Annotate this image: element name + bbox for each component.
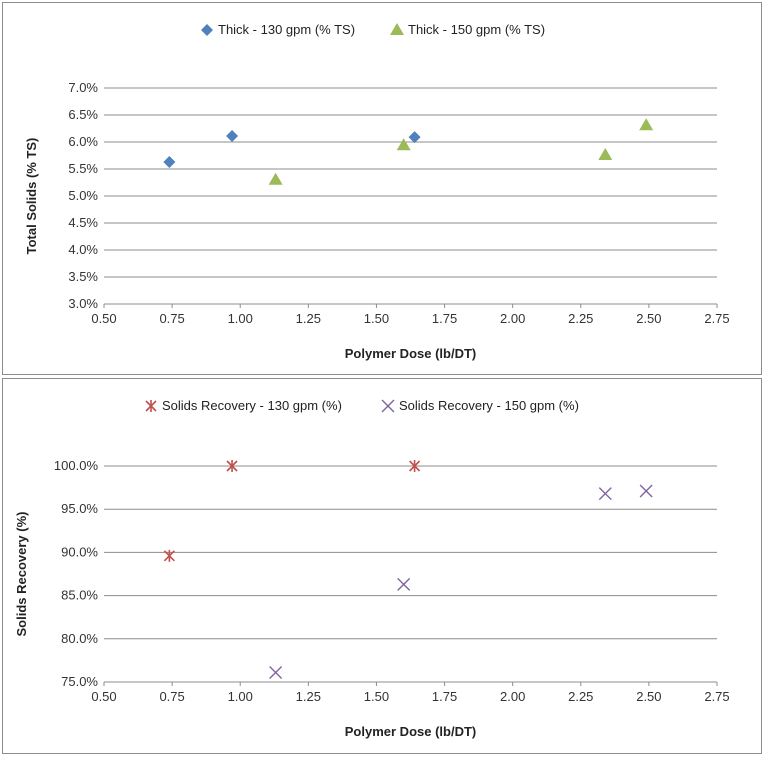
x-axis-title: Polymer Dose (lb/DT) (345, 346, 476, 361)
data-point-stroke (598, 487, 612, 501)
x-tick-label: 0.50 (91, 689, 116, 704)
x-tick-label: 2.50 (636, 311, 661, 326)
data-point (269, 666, 283, 679)
legend-label: Solids Recovery - 130 gpm (%) (162, 398, 342, 413)
x-tick-label: 2.00 (500, 311, 525, 326)
x-tick-label: 2.75 (704, 689, 729, 704)
y-tick-label: 5.5% (68, 161, 98, 176)
y-tick-label: 95.0% (61, 501, 98, 516)
y-tick-label: 6.0% (68, 134, 98, 149)
total-solids-chart: 3.0% 3.5% 4.0% 4.5% 5.0% 5.5% 6.0% 6.5% 7.0% 0.50… (24, 22, 730, 361)
series-1 (163, 460, 421, 562)
chart-panel-total-solids: 3.0% 3.5% 4.0% 4.5% 5.0% 5.5% 6.0% 6.5% 7.0% 0.50… (2, 2, 762, 375)
legend-label: Thick - 130 gpm (% TS) (218, 22, 355, 37)
data-point (598, 487, 612, 501)
y-axis-title: Total Solids (% TS) (24, 138, 39, 255)
data-point (163, 549, 175, 562)
x-tick-label: 0.50 (91, 311, 116, 326)
x-tick-label: 1.25 (296, 689, 321, 704)
y-tick-label: 4.5% (68, 215, 98, 230)
data-point (268, 172, 283, 185)
data-point (163, 155, 176, 168)
data-point (639, 118, 654, 131)
x-axis-title: Polymer Dose (lb/DT) (345, 724, 476, 739)
x-tick-label: 2.25 (568, 689, 593, 704)
x-tick-label: 1.50 (364, 311, 389, 326)
legend-marker (381, 399, 395, 413)
y-tick-label: 5.0% (68, 188, 98, 203)
y-axis-title: Solids Recovery (%) (14, 512, 29, 637)
solids-recovery-chart: 75.0% 80.0% 85.0% 90.0% 95.0% 100.0% 0.50 0.75 1… (14, 398, 730, 739)
data-point-stroke (397, 577, 411, 591)
y-tick-label: 7.0% (68, 80, 98, 95)
data-point (639, 484, 653, 498)
y-tick-label: 75.0% (61, 674, 98, 689)
data-point (396, 138, 411, 151)
data-point (226, 460, 238, 472)
data-point (408, 131, 421, 144)
legend-marker (390, 23, 404, 35)
legend-marker (201, 24, 213, 36)
x-tick-label: 1.75 (432, 311, 457, 326)
series-2 (269, 484, 653, 679)
series-2 (268, 118, 654, 185)
y-tick-label: 6.5% (68, 107, 98, 122)
y-tick-label: 85.0% (61, 588, 98, 603)
x-tick-label: 1.00 (228, 689, 253, 704)
chart-panel-solids-recovery: 75.0% 80.0% 85.0% 90.0% 95.0% 100.0% 0.50 0.75 1… (2, 378, 762, 754)
y-tick-label: 3.0% (68, 296, 98, 311)
legend-label: Solids Recovery - 150 gpm (%) (399, 398, 579, 413)
legend-label: Thick - 150 gpm (% TS) (408, 22, 545, 37)
data-point (397, 577, 411, 591)
data-point-stroke (639, 484, 653, 498)
legend-marker-stroke (381, 399, 395, 413)
y-tick-label: 100.0% (54, 458, 99, 473)
x-tick-label: 2.50 (636, 689, 661, 704)
x-tick-label: 1.50 (364, 689, 389, 704)
y-tick-label: 80.0% (61, 631, 98, 646)
data-point (598, 147, 613, 160)
x-tick-label: 1.75 (432, 689, 457, 704)
x-tick-label: 0.75 (159, 311, 184, 326)
data-point-stroke (269, 666, 283, 679)
x-tick-label: 0.75 (159, 689, 184, 704)
y-tick-label: 4.0% (68, 242, 98, 257)
x-tick-label: 2.25 (568, 311, 593, 326)
y-tick-label: 90.0% (61, 544, 98, 559)
x-tick-label: 1.25 (296, 311, 321, 326)
x-tick-label: 2.75 (704, 311, 729, 326)
data-point (409, 460, 421, 472)
data-point (226, 130, 239, 143)
x-tick-label: 1.00 (228, 311, 253, 326)
y-tick-label: 3.5% (68, 269, 98, 284)
x-tick-label: 2.00 (500, 689, 525, 704)
series-1 (163, 130, 421, 168)
legend-marker (145, 400, 157, 412)
